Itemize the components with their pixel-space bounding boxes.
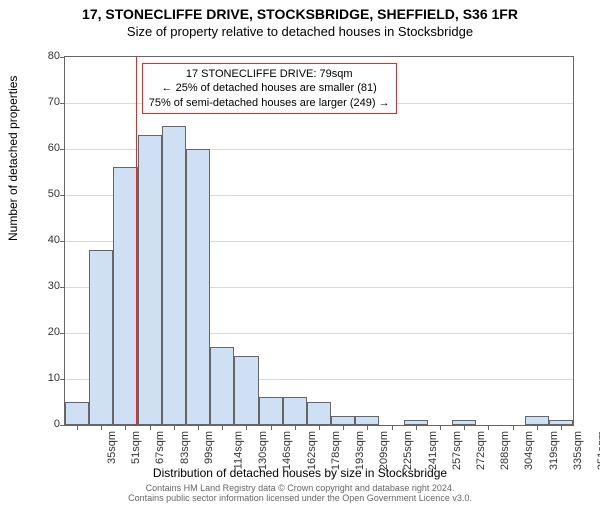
y-tick-label: 70 bbox=[30, 96, 60, 108]
x-tick-label: 304sqm bbox=[523, 431, 535, 470]
x-tick-mark bbox=[150, 425, 151, 430]
x-tick-mark bbox=[222, 425, 223, 430]
histogram-bar bbox=[525, 416, 549, 425]
x-tick-mark bbox=[101, 425, 102, 430]
x-tick-label: 99sqm bbox=[203, 431, 215, 464]
histogram-bar bbox=[355, 416, 379, 425]
histogram-bar bbox=[210, 347, 234, 425]
x-tick-mark bbox=[561, 425, 562, 430]
x-tick-label: 51sqm bbox=[130, 431, 142, 464]
y-tick-mark bbox=[60, 379, 65, 380]
y-tick-label: 60 bbox=[30, 142, 60, 154]
reference-line bbox=[136, 57, 137, 425]
x-tick-label: 272sqm bbox=[475, 431, 487, 470]
x-tick-mark bbox=[174, 425, 175, 430]
x-tick-mark bbox=[367, 425, 368, 430]
x-tick-mark bbox=[488, 425, 489, 430]
y-tick-label: 30 bbox=[30, 280, 60, 292]
y-tick-mark bbox=[60, 333, 65, 334]
x-tick-mark bbox=[416, 425, 417, 430]
y-tick-mark bbox=[60, 149, 65, 150]
x-tick-mark bbox=[271, 425, 272, 430]
y-tick-mark bbox=[60, 195, 65, 196]
y-tick-label: 40 bbox=[30, 234, 60, 246]
y-tick-label: 10 bbox=[30, 372, 60, 384]
footer-line-2: Contains public sector information licen… bbox=[0, 494, 600, 504]
x-tick-mark bbox=[392, 425, 393, 430]
footer-credits: Contains HM Land Registry data © Crown c… bbox=[0, 484, 600, 504]
x-tick-label: 335sqm bbox=[572, 431, 584, 470]
x-tick-label: 351sqm bbox=[596, 431, 600, 470]
page-title: 17, STONECLIFFE DRIVE, STOCKSBRIDGE, SHE… bbox=[0, 6, 600, 22]
x-tick-label: 209sqm bbox=[378, 431, 390, 470]
x-tick-label: 288sqm bbox=[499, 431, 511, 470]
callout-line: 17 STONECLIFFE DRIVE: 79sqm bbox=[149, 67, 390, 81]
histogram-bar bbox=[113, 167, 137, 425]
x-tick-mark bbox=[125, 425, 126, 430]
histogram-bar bbox=[162, 126, 186, 425]
x-tick-label: 67sqm bbox=[155, 431, 167, 464]
x-tick-label: 130sqm bbox=[257, 431, 269, 470]
x-tick-label: 193sqm bbox=[354, 431, 366, 470]
x-tick-mark bbox=[319, 425, 320, 430]
y-tick-mark bbox=[60, 287, 65, 288]
x-tick-label: 114sqm bbox=[232, 431, 244, 469]
y-tick-mark bbox=[60, 241, 65, 242]
y-tick-mark bbox=[60, 425, 65, 426]
x-tick-label: 178sqm bbox=[330, 431, 342, 470]
x-tick-mark bbox=[440, 425, 441, 430]
x-tick-mark bbox=[464, 425, 465, 430]
histogram-bar bbox=[331, 416, 355, 425]
histogram-bar bbox=[259, 397, 283, 425]
y-axis-label: Number of detached properties bbox=[6, 76, 20, 241]
histogram-bar bbox=[186, 149, 210, 425]
x-tick-mark bbox=[198, 425, 199, 430]
x-tick-label: 319sqm bbox=[548, 431, 560, 470]
x-tick-mark bbox=[537, 425, 538, 430]
y-tick-label: 50 bbox=[30, 188, 60, 200]
x-tick-label: 35sqm bbox=[106, 431, 118, 464]
x-tick-label: 83sqm bbox=[179, 431, 191, 464]
x-tick-label: 162sqm bbox=[306, 431, 318, 470]
page-subtitle: Size of property relative to detached ho… bbox=[0, 24, 600, 39]
x-tick-mark bbox=[343, 425, 344, 430]
y-tick-label: 0 bbox=[30, 418, 60, 430]
callout-box: 17 STONECLIFFE DRIVE: 79sqm← 25% of deta… bbox=[142, 63, 397, 114]
histogram-bar bbox=[65, 402, 89, 425]
histogram-bar bbox=[307, 402, 331, 425]
histogram-bar bbox=[138, 135, 162, 425]
x-tick-mark bbox=[513, 425, 514, 430]
x-tick-mark bbox=[246, 425, 247, 430]
callout-line: ← 25% of detached houses are smaller (81… bbox=[149, 81, 390, 95]
y-tick-mark bbox=[60, 57, 65, 58]
histogram-bar bbox=[89, 250, 113, 425]
x-tick-label: 225sqm bbox=[403, 431, 415, 470]
x-tick-mark bbox=[77, 425, 78, 430]
histogram-bar bbox=[283, 397, 307, 425]
y-tick-mark bbox=[60, 103, 65, 104]
x-tick-label: 146sqm bbox=[282, 431, 294, 470]
chart-plot-area: 17 STONECLIFFE DRIVE: 79sqm← 25% of deta… bbox=[64, 56, 574, 426]
y-tick-label: 80 bbox=[30, 50, 60, 62]
callout-line: 75% of semi-detached houses are larger (… bbox=[149, 96, 390, 110]
x-tick-label: 257sqm bbox=[451, 431, 463, 470]
x-tick-label: 241sqm bbox=[427, 431, 439, 470]
histogram-bar bbox=[234, 356, 258, 425]
y-tick-label: 20 bbox=[30, 326, 60, 338]
x-tick-mark bbox=[295, 425, 296, 430]
